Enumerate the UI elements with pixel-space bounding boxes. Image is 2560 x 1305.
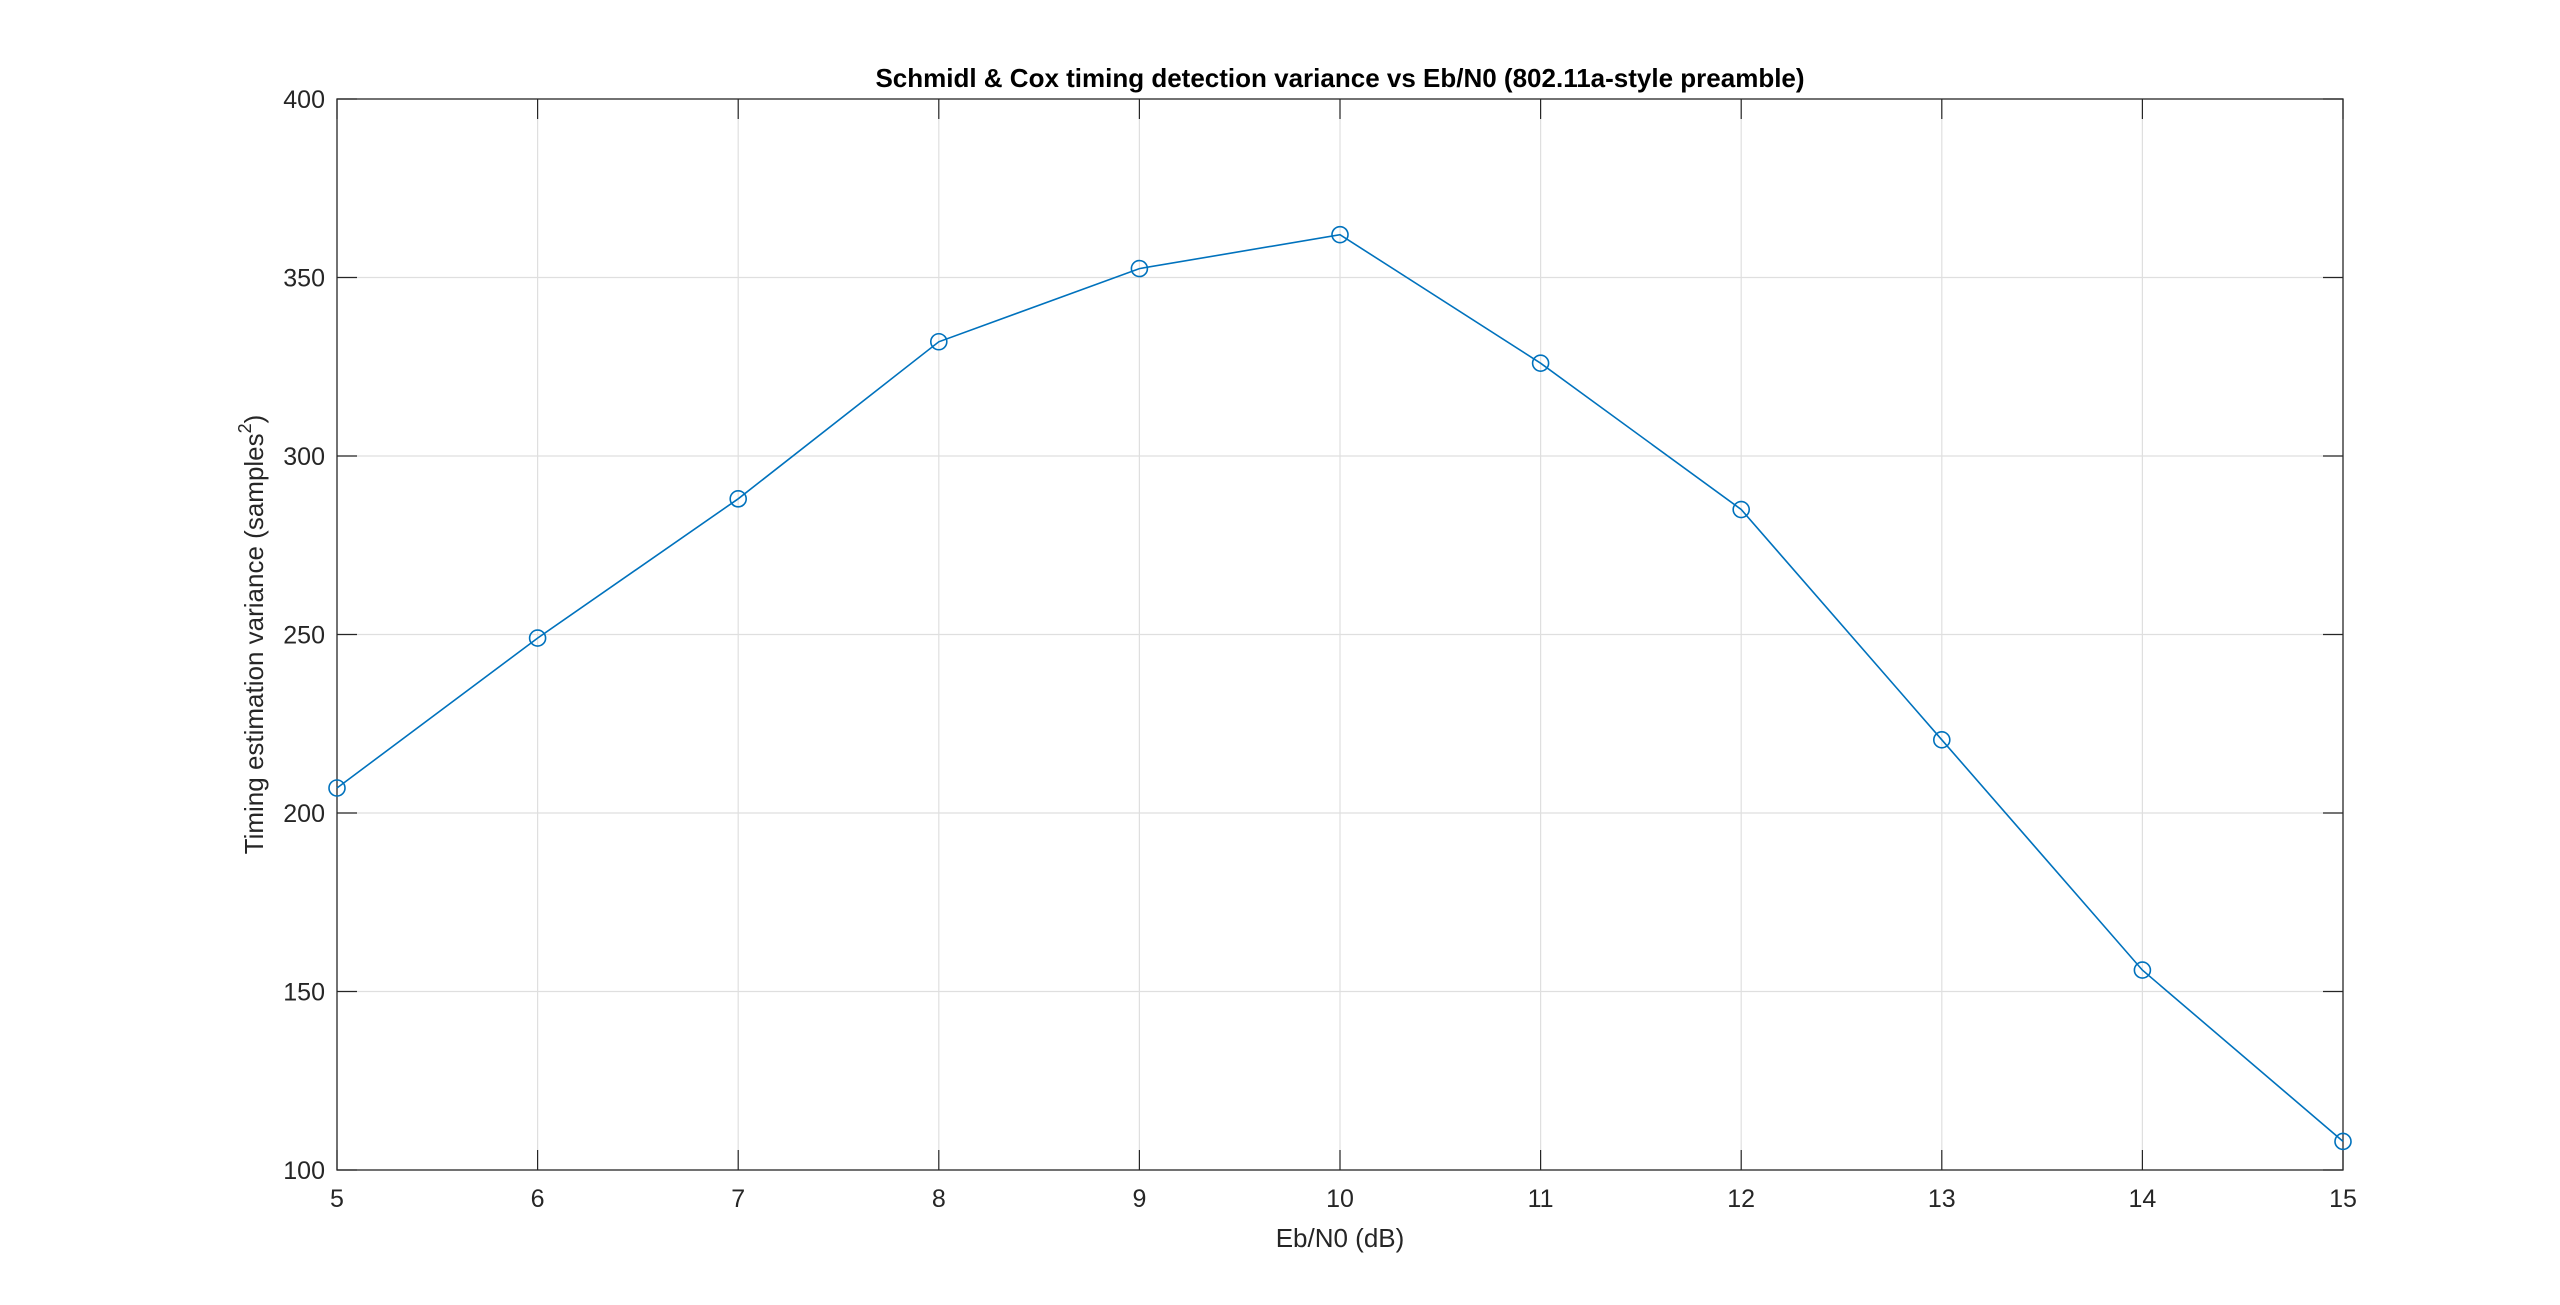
y-tick-label: 300 [283,443,325,471]
chart-title: Schmidl & Cox timing detection variance … [875,63,1804,93]
y-axis-label: Timing estimation variance (samples2) [235,415,269,855]
data-point [1331,225,1349,244]
x-tick-label: 5 [330,1185,344,1213]
y-axis-label-superscript: 2 [235,423,255,433]
data-point [2133,961,2152,979]
data-point [328,779,346,797]
data-point [929,332,948,351]
data-point [1933,731,1951,749]
y-tick-label: 200 [283,800,325,828]
data-point [729,490,748,508]
x-tick-label: 9 [1132,1185,1146,1213]
x-tick-label: 14 [2128,1185,2156,1213]
y-axis-label-close: ) [239,415,269,424]
axes-box [336,98,2344,1171]
data-point [1531,354,1550,372]
x-tick-label: 11 [1528,1185,1554,1213]
y-tick-labels: 100 150 200 250 300 350 400 [283,86,325,1185]
y-tick-label: 350 [283,265,325,293]
series-line [336,233,2344,1143]
y-tick-label: 400 [283,86,325,114]
grid [337,99,2343,1170]
x-tick-label: 7 [731,1185,745,1213]
y-axis-label-main: Timing estimation variance (samples [239,433,269,854]
x-tick-label: 8 [932,1185,946,1213]
x-tick-label: 10 [1326,1185,1354,1213]
data-point [2334,1132,2352,1151]
y-tick-label: 100 [283,1157,325,1185]
x-axis-label: Eb/N0 (dB) [1276,1223,1405,1253]
x-tick-labels: 5 6 7 8 9 10 11 12 13 14 15 [330,1185,2357,1213]
data-point [1130,259,1149,278]
y-tick-label: 150 [283,979,325,1007]
x-tick-label: 6 [531,1185,545,1213]
x-tick-label: 15 [2329,1185,2357,1213]
x-tick-label: 12 [1727,1185,1755,1213]
series-group [328,225,2352,1151]
data-point [1732,500,1750,519]
y-tick-label: 250 [283,622,325,650]
x-tick-label: 13 [1928,1185,1956,1213]
data-point [528,629,547,647]
